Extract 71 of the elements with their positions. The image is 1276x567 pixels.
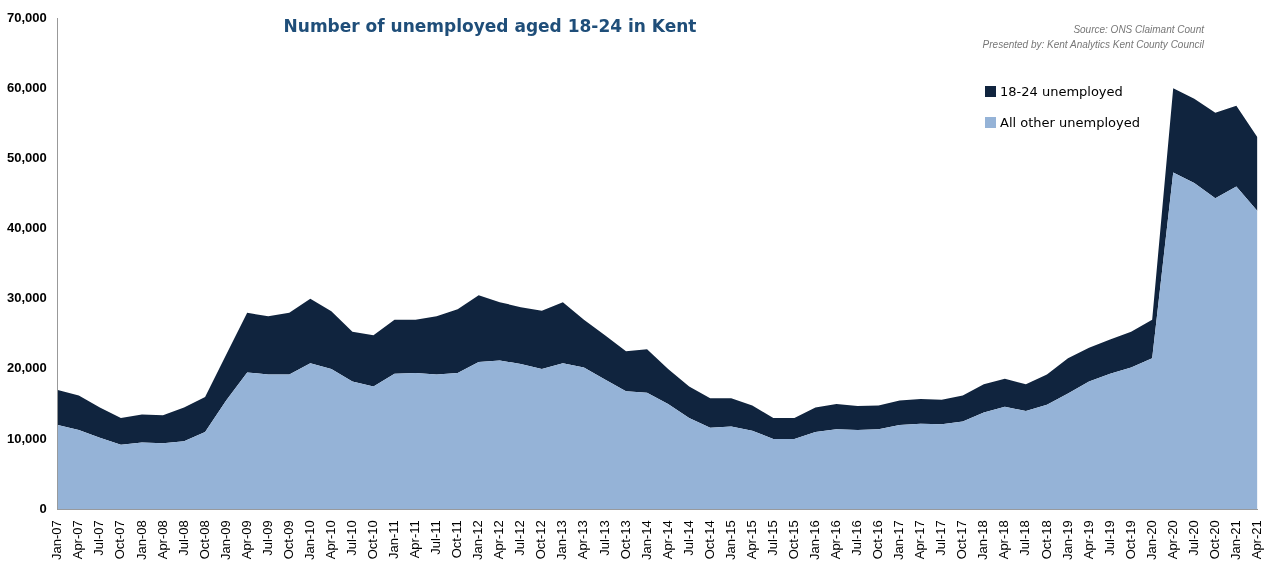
x-tick-label: Jan-15	[722, 520, 738, 560]
x-tick-label: Jul-13	[596, 520, 612, 556]
x-tick-label: Apr-11	[407, 520, 423, 559]
x-tick-label: Oct-09	[280, 520, 296, 560]
x-tick-label: Oct-14	[701, 520, 717, 560]
x-tick-label: Apr-15	[743, 520, 759, 560]
x-tick-label: Apr-20	[1164, 520, 1180, 560]
x-tick-label: Apr-10	[322, 520, 338, 560]
x-tick-label: Apr-17	[912, 520, 928, 560]
x-tick-label: Jul-19	[1101, 520, 1117, 556]
x-tick-label: Apr-19	[1080, 520, 1096, 560]
x-tick-label: Jul-09	[259, 520, 275, 556]
x-tick-label: Jan-09	[217, 520, 233, 560]
x-tick-label: Apr-21	[1248, 520, 1264, 560]
legend-label: All other unemployed	[1000, 115, 1140, 130]
x-tick-label: Jan-10	[301, 520, 317, 560]
x-tick-label: Oct-13	[617, 520, 633, 560]
x-tick-label: Apr-07	[70, 520, 86, 560]
x-tick-label: Jul-20	[1185, 520, 1201, 556]
y-tick-label: 70,000	[7, 9, 47, 25]
y-tick-label: 50,000	[7, 149, 47, 165]
x-tick-label: Oct-07	[112, 520, 128, 560]
x-tick-label: Jul-15	[764, 520, 780, 556]
x-tick-label: Jul-07	[91, 520, 107, 556]
x-tick-label: Oct-18	[1038, 520, 1054, 560]
x-tick-label: Jan-20	[1143, 520, 1159, 560]
y-tick-label: 30,000	[7, 290, 47, 306]
x-tick-label: Oct-16	[870, 520, 886, 560]
x-tick-label: Apr-18	[996, 520, 1012, 560]
x-tick-label: Jan-21	[1227, 520, 1243, 560]
x-tick-label: Apr-09	[238, 520, 254, 560]
x-tick-label: Apr-08	[154, 520, 170, 560]
x-tick-label: Oct-08	[196, 520, 212, 560]
x-tick-label: Jan-12	[470, 520, 486, 560]
x-tick-label: Jan-07	[49, 520, 65, 560]
x-tick-label: Oct-15	[785, 520, 801, 560]
x-tick-label: Oct-12	[533, 520, 549, 560]
x-tick-label: Jan-14	[638, 520, 654, 560]
x-tick-label: Jan-17	[891, 520, 907, 560]
x-tick-label: Jul-11	[428, 520, 444, 555]
x-tick-label: Jul-10	[343, 520, 359, 556]
y-tick-label: 20,000	[7, 360, 47, 376]
x-tick-label: Jan-19	[1059, 520, 1075, 560]
x-tick-label: Jul-17	[933, 520, 949, 556]
x-tick-label: Oct-20	[1206, 520, 1222, 560]
x-tick-label: Jan-16	[807, 520, 823, 560]
x-tick-label: Jul-14	[680, 520, 696, 556]
x-tick-label: Jan-08	[133, 520, 149, 560]
x-tick-label: Oct-17	[954, 520, 970, 560]
y-tick-label: 60,000	[7, 79, 47, 95]
x-tick-label: Apr-12	[491, 520, 507, 560]
annotation: Presented by: Kent Analytics Kent County Council	[982, 38, 1204, 52]
x-tick-label: Oct-19	[1122, 520, 1138, 560]
x-tick-label: Apr-13	[575, 520, 591, 560]
x-tick-label: Apr-16	[828, 520, 844, 560]
x-tick-label: Jul-08	[175, 520, 191, 556]
x-tick-label: Jan-11	[386, 520, 402, 560]
y-tick-label: 40,000	[7, 220, 47, 236]
chart-title: Number of unemployed aged 18-24 in Kent	[282, 16, 698, 36]
x-tick-label: Jan-13	[554, 520, 570, 560]
x-tick-label: Jul-12	[512, 520, 528, 556]
y-tick-label: 0	[39, 500, 47, 516]
x-tick-label: Jul-16	[849, 520, 865, 556]
x-tick-label: Apr-14	[659, 520, 675, 560]
x-tick-label: Oct-11	[449, 520, 465, 559]
x-tick-label: Jul-18	[1017, 520, 1033, 556]
x-tick-label: Jan-18	[975, 520, 991, 560]
y-tick-label: 10,000	[7, 430, 47, 446]
legend-label: 18-24 unemployed	[1000, 84, 1123, 99]
x-tick-label: Oct-10	[365, 520, 381, 560]
annotation: Source: ONS Claimant Count	[1072, 23, 1204, 37]
